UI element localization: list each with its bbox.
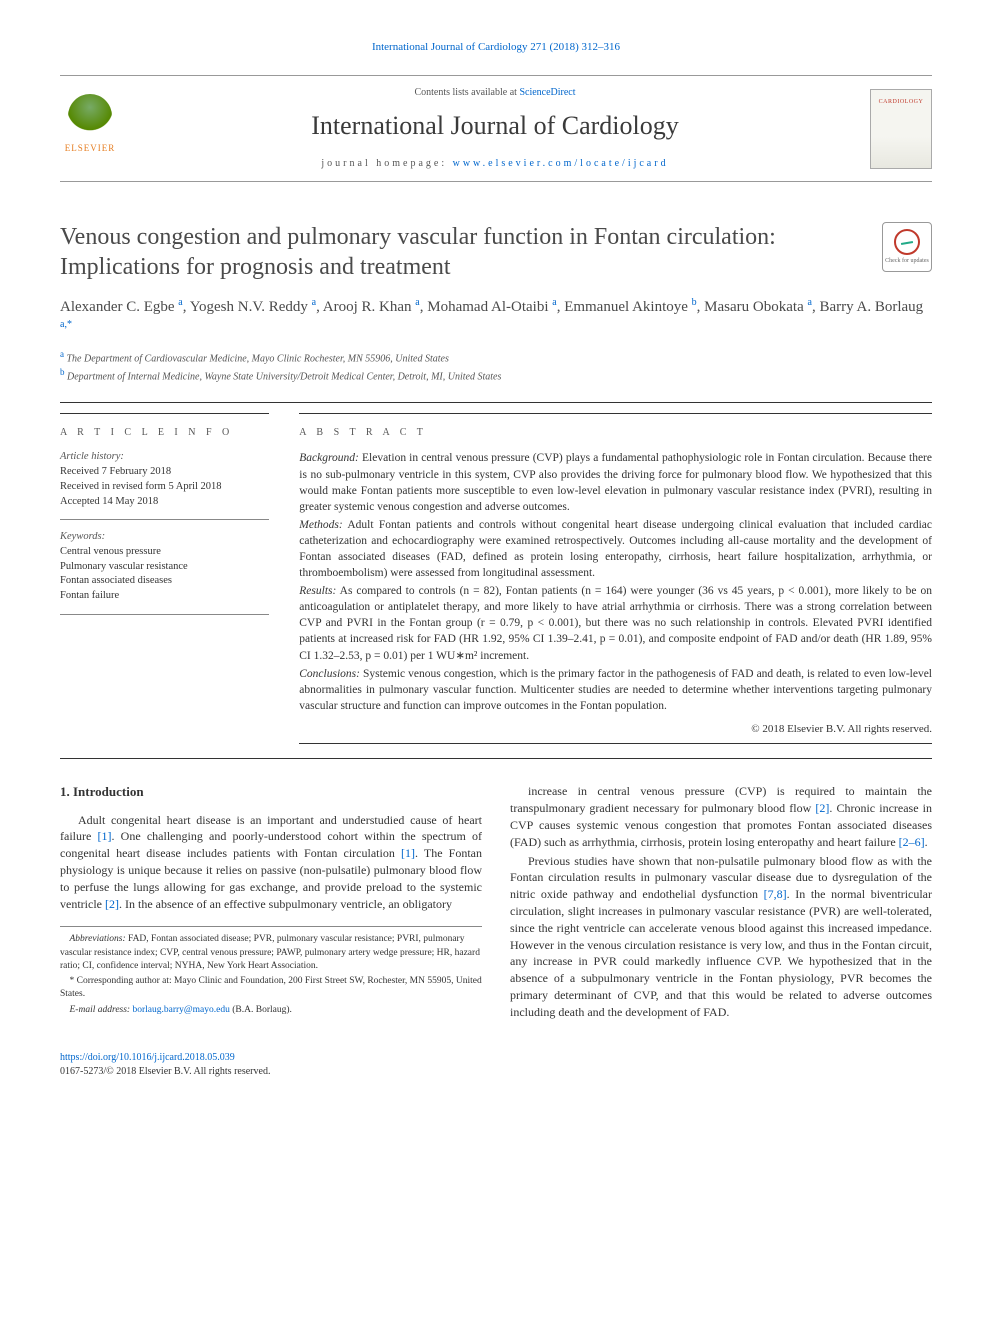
abstract-paragraph: Results: As compared to controls (n = 82… <box>299 583 932 663</box>
abstract-paragraph: Conclusions: Systemic venous congestion,… <box>299 666 932 714</box>
body-paragraph: Adult congenital heart disease is an imp… <box>60 812 482 913</box>
crossmark-badge[interactable]: Check for updates <box>882 222 932 272</box>
abstract-head: A B S T R A C T <box>299 426 932 440</box>
history-line: Received in revised form 5 April 2018 <box>60 480 269 495</box>
contents-prefix: Contents lists available at <box>414 87 519 98</box>
keyword: Fontan failure <box>60 589 269 604</box>
issn-copyright: 0167-5273/© 2018 Elsevier B.V. All right… <box>60 1066 270 1077</box>
corresponding-email-link[interactable]: borlaug.barry@mayo.edu <box>132 1005 229 1015</box>
divider <box>60 402 932 403</box>
journal-homepage-link[interactable]: www.elsevier.com/locate/ijcard <box>453 158 669 169</box>
history-line: Received 7 February 2018 <box>60 465 269 480</box>
abstract-paragraph: Methods: Adult Fontan patients and contr… <box>299 517 932 581</box>
publisher-logo: ELSEVIER <box>60 94 120 164</box>
article-info-column: A R T I C L E I N F O Article history: R… <box>60 413 269 744</box>
crossmark-icon <box>894 229 920 255</box>
journal-cover-thumbnail <box>870 89 932 169</box>
sciencedirect-link[interactable]: ScienceDirect <box>519 87 575 98</box>
homepage-prefix: journal homepage: <box>321 158 452 169</box>
publisher-name: ELSEVIER <box>65 142 116 155</box>
corr-text: Corresponding author at: Mayo Clinic and… <box>60 976 482 999</box>
journal-name: International Journal of Cardiology <box>120 108 870 144</box>
email-suffix: (B.A. Borlaug). <box>230 1005 292 1015</box>
divider <box>60 758 932 759</box>
contents-line: Contents lists available at ScienceDirec… <box>120 86 870 100</box>
affiliations: a The Department of Cardiovascular Medic… <box>60 348 932 385</box>
doi-link[interactable]: https://doi.org/10.1016/j.ijcard.2018.05… <box>60 1052 235 1063</box>
abbrev-label: Abbreviations: <box>70 934 126 944</box>
body-paragraph: Previous studies have shown that non-pul… <box>510 853 932 1021</box>
abstract-paragraph: Background: Elevation in central venous … <box>299 450 932 514</box>
homepage-line: journal homepage: www.elsevier.com/locat… <box>120 157 870 171</box>
journal-header: ELSEVIER Contents lists available at Sci… <box>60 75 932 181</box>
keyword: Central venous pressure <box>60 545 269 560</box>
keyword: Pulmonary vascular resistance <box>60 560 269 575</box>
abbreviations-footnote: Abbreviations: FAD, Fontan associated di… <box>60 933 482 973</box>
page-footer: https://doi.org/10.1016/j.ijcard.2018.05… <box>60 1051 932 1079</box>
history-label: Article history: <box>60 450 269 465</box>
article-title: Venous congestion and pulmonary vascular… <box>60 222 840 282</box>
history-line: Accepted 14 May 2018 <box>60 495 269 510</box>
article-info-head: A R T I C L E I N F O <box>60 426 269 440</box>
email-label: E-mail address: <box>70 1005 131 1015</box>
elsevier-tree-icon <box>68 94 112 138</box>
keyword: Fontan associated diseases <box>60 574 269 589</box>
article-body: 1. Introduction Adult congenital heart d… <box>60 783 932 1020</box>
journal-citation: International Journal of Cardiology 271 … <box>60 40 932 55</box>
body-paragraph: increase in central venous pressure (CVP… <box>510 783 932 850</box>
email-footnote: E-mail address: borlaug.barry@mayo.edu (… <box>60 1004 482 1017</box>
journal-citation-link[interactable]: International Journal of Cardiology 271 … <box>372 41 620 53</box>
abstract-copyright: © 2018 Elsevier B.V. All rights reserved… <box>299 722 932 737</box>
crossmark-label: Check for updates <box>885 257 929 265</box>
abstract-column: A B S T R A C T Background: Elevation in… <box>299 413 932 744</box>
footnotes: Abbreviations: FAD, Fontan associated di… <box>60 926 482 1017</box>
keywords-label: Keywords: <box>60 530 269 545</box>
header-center: Contents lists available at ScienceDirec… <box>120 86 870 170</box>
section-heading-introduction: 1. Introduction <box>60 783 482 801</box>
corresponding-author-footnote: * Corresponding author at: Mayo Clinic a… <box>60 975 482 1002</box>
author-list: Alexander C. Egbe a, Yogesh N.V. Reddy a… <box>60 296 932 340</box>
